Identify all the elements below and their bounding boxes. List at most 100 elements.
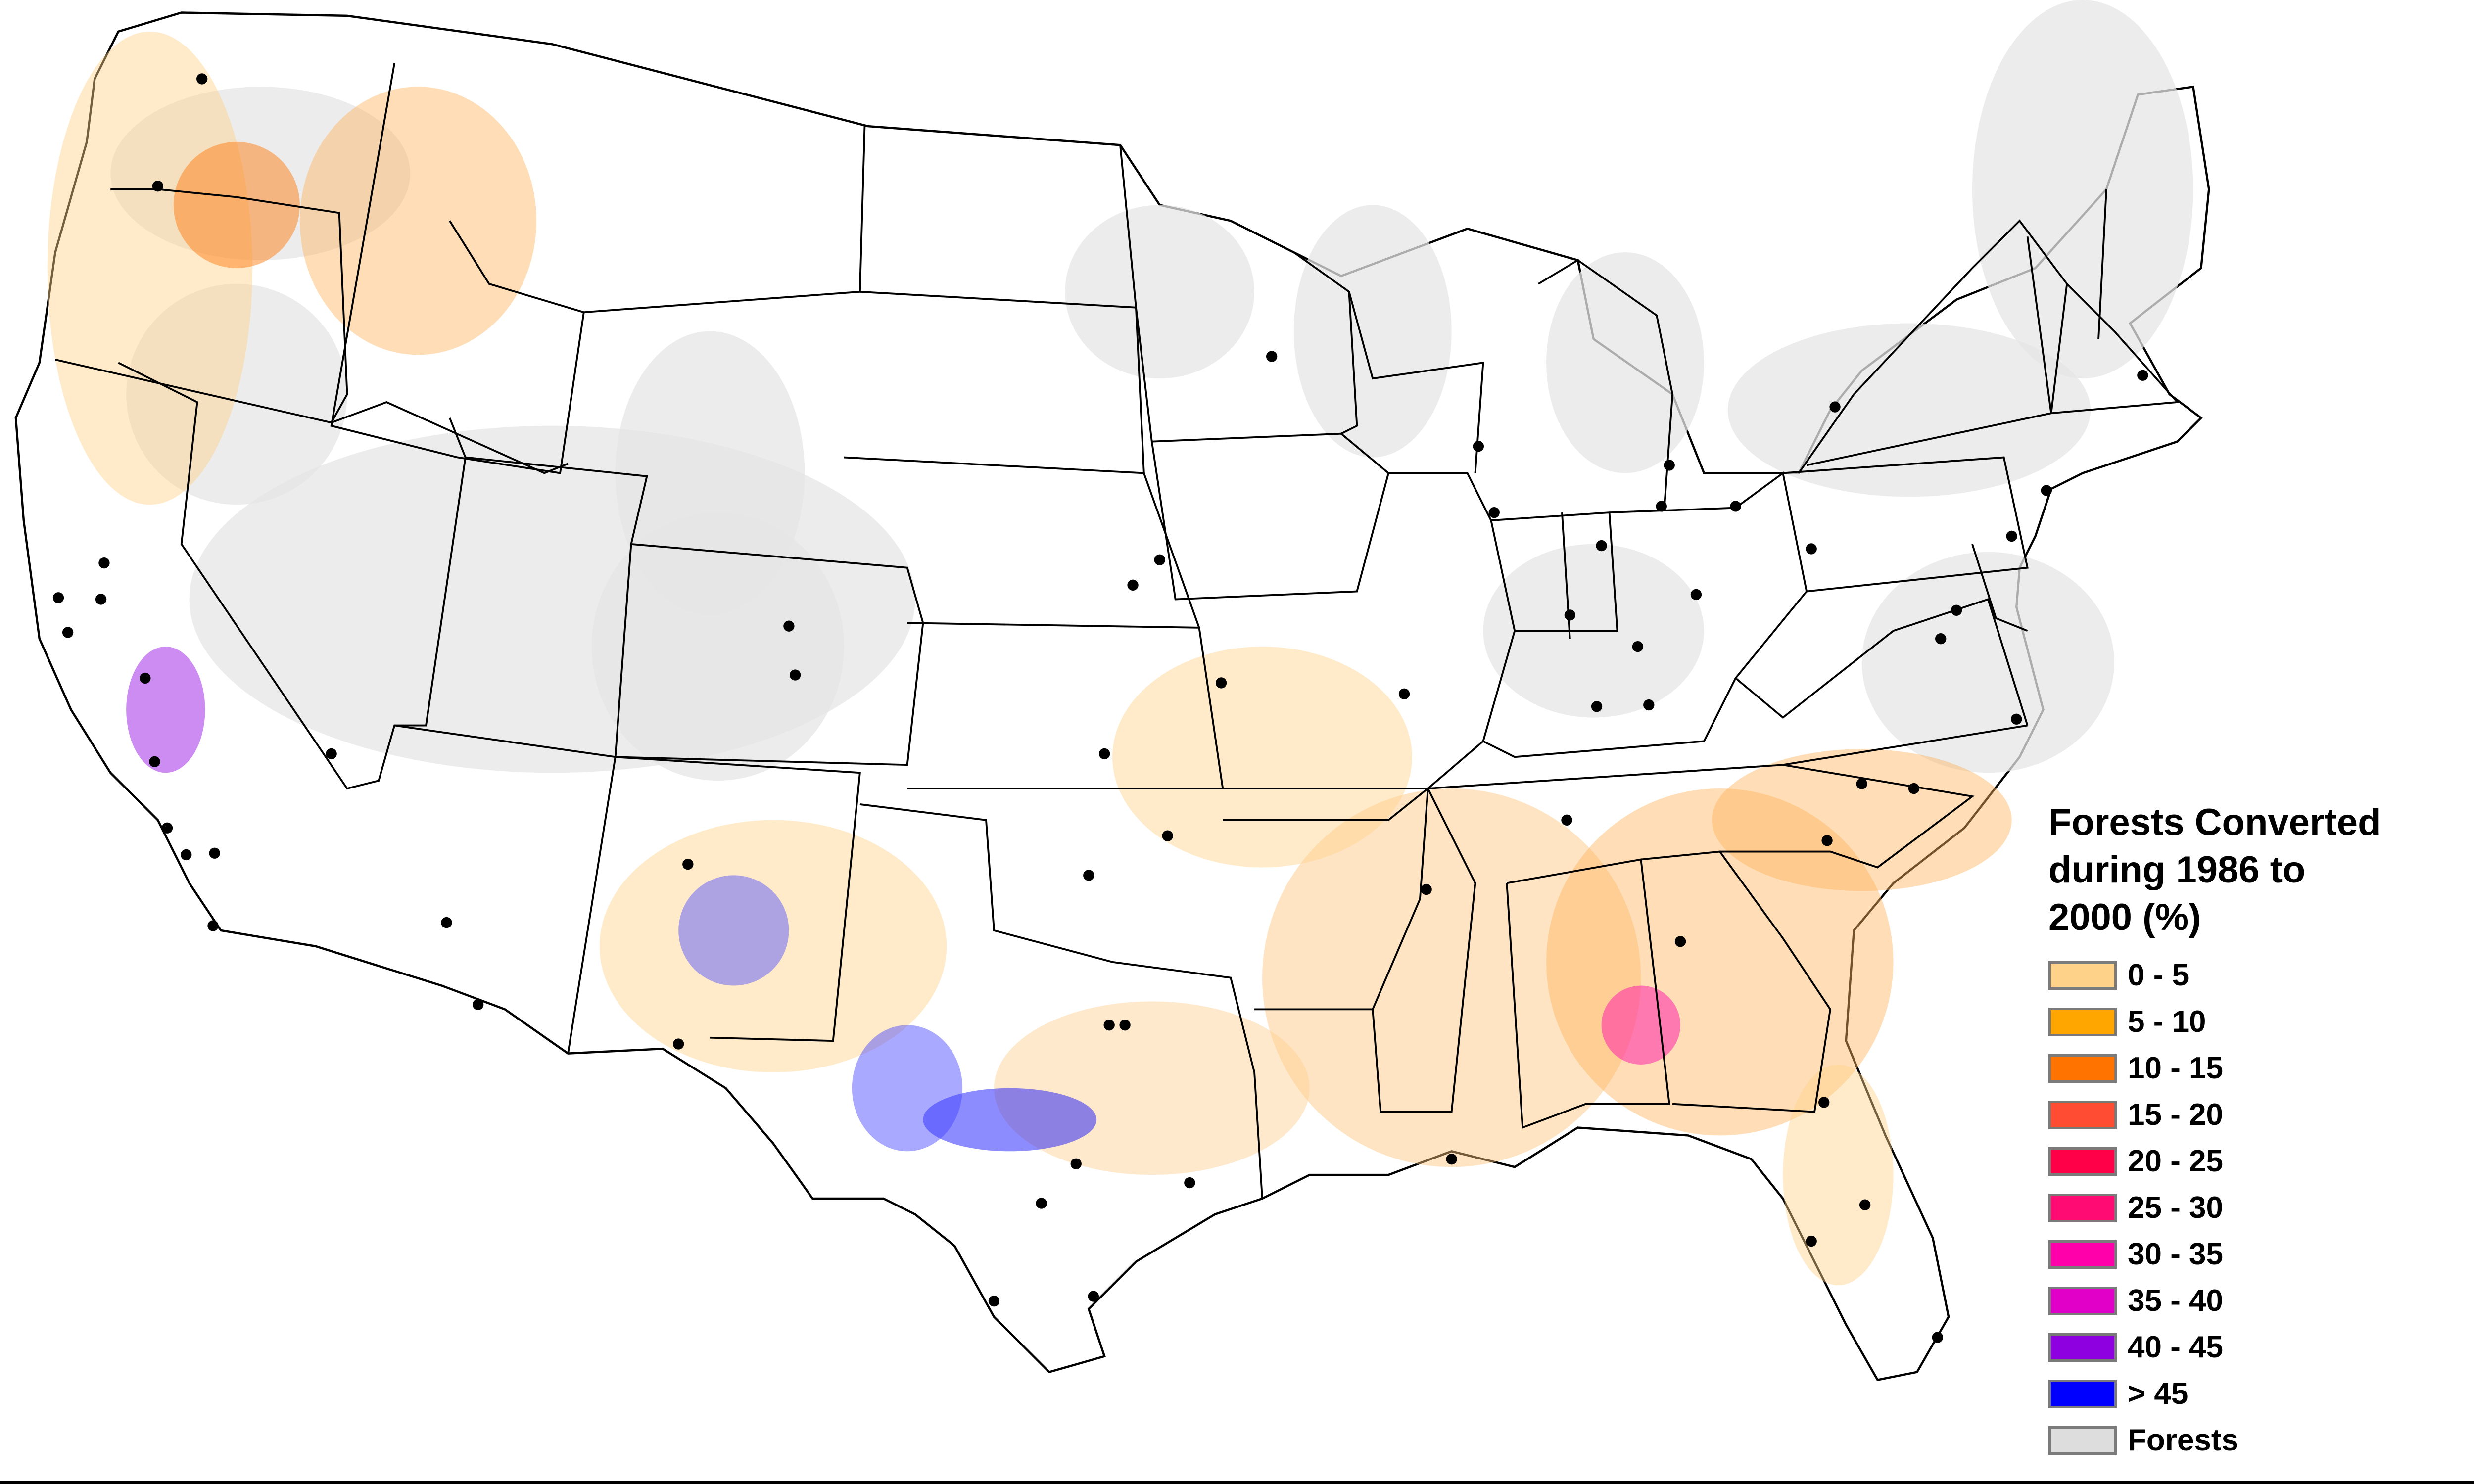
legend-item-forests: Forests <box>2048 1417 2464 1464</box>
forest-cover-region <box>1861 552 2114 773</box>
forest-regions <box>110 0 2193 781</box>
forest-conversion-region <box>47 31 253 505</box>
legend-label-15-20: 15 - 20 <box>2128 1098 2224 1132</box>
city-dot-icon <box>1690 589 1702 601</box>
forest-cover-region <box>1065 205 1255 379</box>
city-dot-icon <box>1664 460 1675 471</box>
legend-label-10-15: 10 - 15 <box>2128 1051 2224 1085</box>
city-dot-icon <box>181 849 192 861</box>
city-dot-icon <box>1488 507 1500 518</box>
city-dot-icon <box>441 917 452 928</box>
city-dot-icon <box>52 592 64 603</box>
state-boundaries <box>55 63 2180 1199</box>
city-dot-icon <box>1908 783 1920 794</box>
state-boundary-line <box>2026 189 2107 414</box>
state-boundary-line <box>583 126 866 314</box>
forest-cover-region <box>1546 252 1704 473</box>
legend-label-20-25: 20 - 25 <box>2128 1144 2224 1178</box>
city-dot-icon <box>1656 501 1667 512</box>
city-dot-icon <box>1473 441 1484 452</box>
city-dot-icon <box>988 1296 1000 1307</box>
forest-cover-region <box>1972 0 2193 379</box>
legend-item-0-5: 0 - 5 <box>2048 952 2464 999</box>
city-dot-icon <box>140 672 151 684</box>
city-dot-icon <box>1859 1199 1871 1210</box>
city-dot-icon <box>95 594 107 605</box>
city-dot-icon <box>1561 814 1572 826</box>
city-dot-icon <box>1674 936 1686 947</box>
state-boundary-line <box>1482 471 1808 758</box>
state-boundary-line <box>907 622 1224 789</box>
city-dot-icon <box>1730 501 1741 512</box>
us-outline <box>14 11 2210 1382</box>
state-boundary-line <box>1506 858 1670 1129</box>
city-dot-icon <box>1070 1158 1082 1169</box>
state-boundary-line <box>330 63 585 474</box>
forest-conversion-region <box>126 647 205 773</box>
city-dot-icon <box>2041 485 2052 496</box>
city-dot-icon <box>682 858 694 870</box>
legend-swatch-forests <box>2048 1426 2117 1455</box>
legend-label-40-45: 40 - 45 <box>2128 1330 2224 1364</box>
state-boundary-line <box>110 188 348 423</box>
forest-conversion-region <box>1601 985 1681 1065</box>
city-dot-icon <box>1632 641 1644 652</box>
city-dot-icon <box>473 999 484 1010</box>
city-dot-icon <box>1564 609 1575 621</box>
state-boundary-line <box>118 362 467 790</box>
city-dot-icon <box>62 627 74 638</box>
city-dot-icon <box>1806 543 1817 555</box>
city-dot-icon <box>783 620 795 632</box>
state-boundary-line <box>859 803 1263 1199</box>
city-dot-icon <box>1098 748 1110 760</box>
city-dot-icon <box>1154 554 1165 565</box>
city-markers <box>52 73 2148 1343</box>
legend-item-25-30: 25 - 30 <box>2048 1185 2464 1231</box>
city-dot-icon <box>98 557 110 569</box>
city-dot-icon <box>161 822 173 834</box>
city-dot-icon <box>152 181 164 192</box>
state-boundary-line <box>1538 259 1674 505</box>
legend-item-35-40: 35 - 40 <box>2048 1278 2464 1324</box>
city-dot-icon <box>207 920 219 931</box>
city-dot-icon <box>1083 870 1094 881</box>
legend-swatch-20-25 <box>2048 1147 2117 1176</box>
conversion-regions <box>47 31 2012 1286</box>
forest-conversion-region <box>599 820 947 1072</box>
city-dot-icon <box>1119 1020 1131 1031</box>
legend-swatch-0-5 <box>2048 961 2117 990</box>
forest-conversion-region <box>678 875 789 986</box>
legend-item-20-25: 20 - 25 <box>2048 1138 2464 1185</box>
forest-conversion-region <box>1783 1064 1894 1286</box>
city-dot-icon <box>2011 713 2022 725</box>
state-boundary-line <box>1641 850 1831 1113</box>
state-boundary-line <box>1293 251 1484 473</box>
state-boundary-line <box>615 756 861 1042</box>
legend-label-0-5: 0 - 5 <box>2128 958 2189 992</box>
forest-cover-region <box>126 283 347 505</box>
city-dot-icon <box>1266 351 1278 362</box>
legend-item-40-45: 40 - 45 <box>2048 1324 2464 1371</box>
state-boundary-line <box>1340 291 1358 435</box>
city-dot-icon <box>1127 579 1139 591</box>
city-dot-icon <box>1932 1332 1943 1343</box>
city-dot-icon <box>1806 1235 1817 1247</box>
city-dot-icon <box>1036 1198 1047 1209</box>
city-dot-icon <box>1103 1020 1115 1031</box>
forest-cover-region <box>110 87 411 261</box>
legend-label-forests: Forests <box>2128 1423 2238 1457</box>
city-dot-icon <box>2006 530 2017 542</box>
legend-swatch-35-40 <box>2048 1287 2117 1315</box>
city-dot-icon <box>673 1038 684 1050</box>
city-dot-icon <box>2137 370 2148 381</box>
state-boundary-line <box>1783 456 2029 593</box>
forest-cover-region <box>1727 323 2091 497</box>
city-dot-icon <box>1421 883 1432 895</box>
legend-swatch-15-20 <box>2048 1101 2117 1129</box>
state-boundary-line <box>55 359 569 474</box>
forest-conversion-region <box>994 1001 1310 1175</box>
legend-label-35-40: 35 - 40 <box>2128 1284 2224 1318</box>
state-boundary-line <box>1971 544 2028 632</box>
